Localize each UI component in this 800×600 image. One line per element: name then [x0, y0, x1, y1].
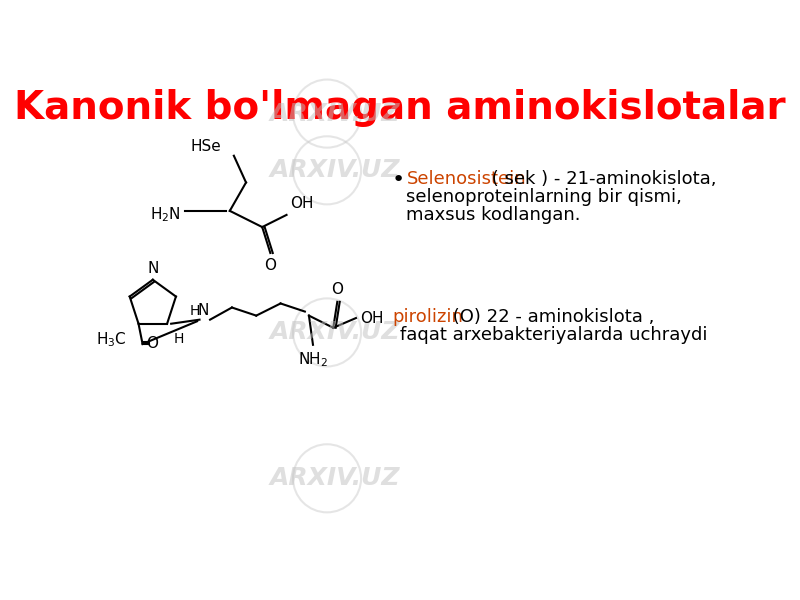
Text: ARXIV.UZ: ARXIV.UZ [270, 101, 401, 125]
Text: pirolizin: pirolizin [392, 308, 462, 326]
Text: selenoproteinlarning bir qismi,: selenoproteinlarning bir qismi, [406, 188, 682, 206]
Text: faqat arxebakteriyalarda uchraydi: faqat arxebakteriyalarda uchraydi [400, 326, 707, 344]
Text: O: O [264, 258, 276, 273]
Text: NH$_2$: NH$_2$ [298, 350, 328, 369]
Text: ( sek ) - 21-aminokislota,: ( sek ) - 21-aminokislota, [486, 170, 716, 188]
Text: O: O [331, 282, 343, 297]
Text: OH: OH [290, 196, 314, 211]
Text: •: • [392, 170, 405, 190]
Text: ARXIV.UZ: ARXIV.UZ [270, 320, 401, 344]
Text: maxsus kodlangan.: maxsus kodlangan. [406, 206, 581, 224]
Text: ARXIV.UZ: ARXIV.UZ [270, 158, 401, 182]
Text: O: O [146, 337, 158, 352]
Text: (O) 22 - aminokislota ,: (O) 22 - aminokislota , [446, 308, 654, 326]
Text: H: H [189, 304, 199, 318]
Text: H$_2$N: H$_2$N [150, 206, 181, 224]
Text: N: N [147, 260, 158, 275]
Text: OH: OH [360, 311, 383, 326]
Text: Kanonik bo'lmagan aminokislotalar: Kanonik bo'lmagan aminokislotalar [14, 89, 786, 127]
Text: HSe: HSe [191, 139, 222, 154]
Text: ARXIV.UZ: ARXIV.UZ [270, 466, 401, 490]
Text: H: H [174, 332, 184, 346]
Text: Selenosistein: Selenosistein [406, 170, 526, 188]
Text: N: N [198, 303, 210, 318]
Text: H$_3$C: H$_3$C [96, 330, 126, 349]
